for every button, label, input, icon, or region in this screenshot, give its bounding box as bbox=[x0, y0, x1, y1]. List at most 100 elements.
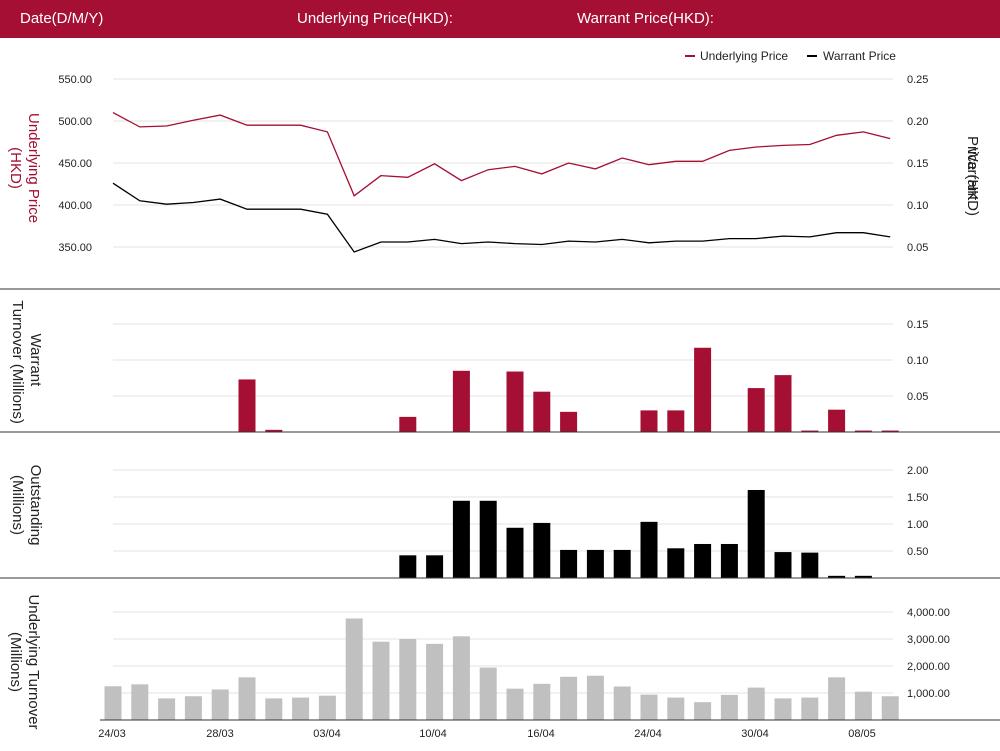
right-tick-label: 0.20 bbox=[907, 116, 928, 128]
x-tick-label: 16/04 bbox=[527, 728, 555, 740]
warrant-turnover-bar bbox=[399, 416, 417, 432]
warrant-turnover-bar bbox=[747, 388, 765, 432]
underlying-turnover-bar bbox=[613, 686, 631, 720]
underlying-turnover-bar bbox=[640, 694, 658, 720]
legend-underlying-label: Underlying Price bbox=[700, 49, 788, 63]
outstanding-bar bbox=[426, 555, 444, 578]
underlying-turnover-bar bbox=[747, 687, 765, 720]
underlying-turnover-bar bbox=[560, 676, 578, 720]
outstanding-bar bbox=[533, 522, 551, 578]
warrant-turnover-bar bbox=[265, 429, 283, 432]
outstanding-bar bbox=[694, 543, 712, 578]
x-tick-label: 30/04 bbox=[741, 728, 769, 740]
underlying-turnover-bar bbox=[828, 677, 846, 720]
underlying-turnover-bar bbox=[801, 697, 819, 720]
underlying-turnover-bar bbox=[318, 695, 336, 720]
left-tick-label: 450.00 bbox=[58, 158, 92, 170]
underlying-turnover-bar bbox=[399, 639, 417, 720]
outstanding-bar bbox=[828, 575, 846, 578]
warrant-turnover-bar bbox=[238, 379, 256, 432]
left-tick-label: 550.00 bbox=[58, 74, 92, 86]
warrant-turnover-bar bbox=[828, 409, 846, 432]
outstanding-bar bbox=[560, 549, 578, 578]
outstanding-tick-label: 0.50 bbox=[907, 546, 928, 558]
outstanding-bar bbox=[452, 500, 470, 578]
underlying-turnover-bar bbox=[158, 698, 176, 720]
date-label: Date(D/M/Y) bbox=[20, 10, 104, 27]
warrant-chart: 550.00 500.00 450.00 400.00 350.00 0.25 0.20 0.… bbox=[0, 49, 1000, 740]
right-tick-label: 0.05 bbox=[907, 242, 928, 254]
warrant-turnover-bar bbox=[560, 411, 578, 432]
warrant-turnover-bar bbox=[452, 370, 470, 432]
axis-label: Warrant Turnover (Millions) bbox=[9, 300, 44, 424]
underlying-turnover-tick-label: 1,000.00 bbox=[907, 688, 950, 700]
warrant-turnover-bar bbox=[801, 430, 819, 432]
underlying-turnover-bar bbox=[184, 696, 202, 720]
axis-label: Warrant Price (HKD) bbox=[964, 136, 981, 216]
underlying-turnover-bar bbox=[426, 643, 444, 720]
underlying-turnover-bar bbox=[452, 636, 470, 720]
axis-label: Outstanding(Millions) bbox=[9, 465, 44, 546]
left-tick-label: 350.00 bbox=[58, 242, 92, 254]
underlying-turnover-bar bbox=[479, 667, 497, 720]
outstanding-bar bbox=[801, 552, 819, 578]
underlying-turnover-bar bbox=[238, 677, 256, 720]
outstanding-bar bbox=[506, 527, 524, 578]
warrant-turnover-bar bbox=[854, 430, 872, 432]
warrant-turnover-bar bbox=[533, 391, 551, 432]
outstanding-bar bbox=[479, 500, 497, 578]
underlying-turnover-bar bbox=[265, 698, 283, 720]
underlying-turnover-bar bbox=[292, 697, 310, 720]
x-tick-label: 28/03 bbox=[206, 728, 234, 740]
underlying-price-label: Underlying Price(HKD): bbox=[297, 10, 453, 27]
x-tick-label: 08/05 bbox=[848, 728, 876, 740]
underlying-turnover-bar bbox=[345, 618, 363, 720]
outstanding-bar bbox=[640, 521, 658, 578]
underlying-turnover-tick-label: 4,000.00 bbox=[907, 607, 950, 619]
warrant-turnover-tick-label: 0.05 bbox=[907, 391, 928, 403]
outstanding-tick-label: 1.00 bbox=[907, 519, 928, 531]
x-tick-label: 03/04 bbox=[313, 728, 341, 740]
outstanding-bar bbox=[747, 489, 765, 578]
underlying-turnover-bar bbox=[533, 683, 551, 720]
right-tick-label: 0.25 bbox=[907, 74, 928, 86]
underlying-turnover-tick-label: 2,000.00 bbox=[907, 661, 950, 673]
right-tick-label: 0.10 bbox=[907, 200, 928, 212]
warrant-turnover-bar bbox=[640, 410, 658, 432]
underlying-turnover-bar bbox=[211, 689, 229, 720]
outstanding-bar bbox=[399, 555, 417, 578]
underlying-turnover-bar bbox=[586, 675, 604, 720]
outstanding-bar bbox=[613, 549, 631, 578]
outstanding-bar bbox=[854, 575, 872, 578]
outstanding-bar bbox=[720, 543, 738, 578]
underlying-turnover-bar bbox=[667, 697, 685, 720]
header-bar: Date(D/M/Y) Underlying Price(HKD): Warra… bbox=[0, 0, 1000, 38]
underlying-turnover-bar bbox=[372, 641, 390, 720]
x-tick-label: 10/04 bbox=[419, 728, 447, 740]
x-tick-label: 24/03 bbox=[98, 728, 126, 740]
warrant-turnover-bar bbox=[881, 430, 899, 432]
outstanding-bar bbox=[774, 552, 792, 578]
underlying-turnover-tick-label: 3,000.00 bbox=[907, 634, 950, 646]
legend-warrant-label: Warrant Price bbox=[823, 49, 896, 63]
warrant-turnover-tick-label: 0.10 bbox=[907, 355, 928, 367]
warrant-price-label: Warrant Price(HKD): bbox=[577, 10, 714, 27]
axis-label: Underlying Price(HKD) bbox=[7, 113, 42, 223]
axis-label: Underlying Turnover(Millions) bbox=[7, 594, 42, 729]
warrant-turnover-bar bbox=[506, 371, 524, 432]
outstanding-tick-label: 1.50 bbox=[907, 492, 928, 504]
underlying-turnover-bar bbox=[506, 688, 524, 720]
underlying-turnover-bar bbox=[720, 694, 738, 720]
outstanding-bar bbox=[586, 549, 604, 578]
x-tick-label: 24/04 bbox=[634, 728, 662, 740]
underlying-turnover-bar bbox=[104, 686, 122, 720]
left-tick-label: 500.00 bbox=[58, 116, 92, 128]
warrant-turnover-bar bbox=[694, 347, 712, 432]
left-tick-label: 400.00 bbox=[58, 200, 92, 212]
warrant-turnover-tick-label: 0.15 bbox=[907, 319, 928, 331]
right-tick-label: 0.15 bbox=[907, 158, 928, 170]
underlying-turnover-bar bbox=[131, 684, 149, 720]
underlying-price-line bbox=[112, 112, 891, 197]
underlying-turnover-bar bbox=[854, 691, 872, 720]
underlying-turnover-bar bbox=[774, 698, 792, 720]
